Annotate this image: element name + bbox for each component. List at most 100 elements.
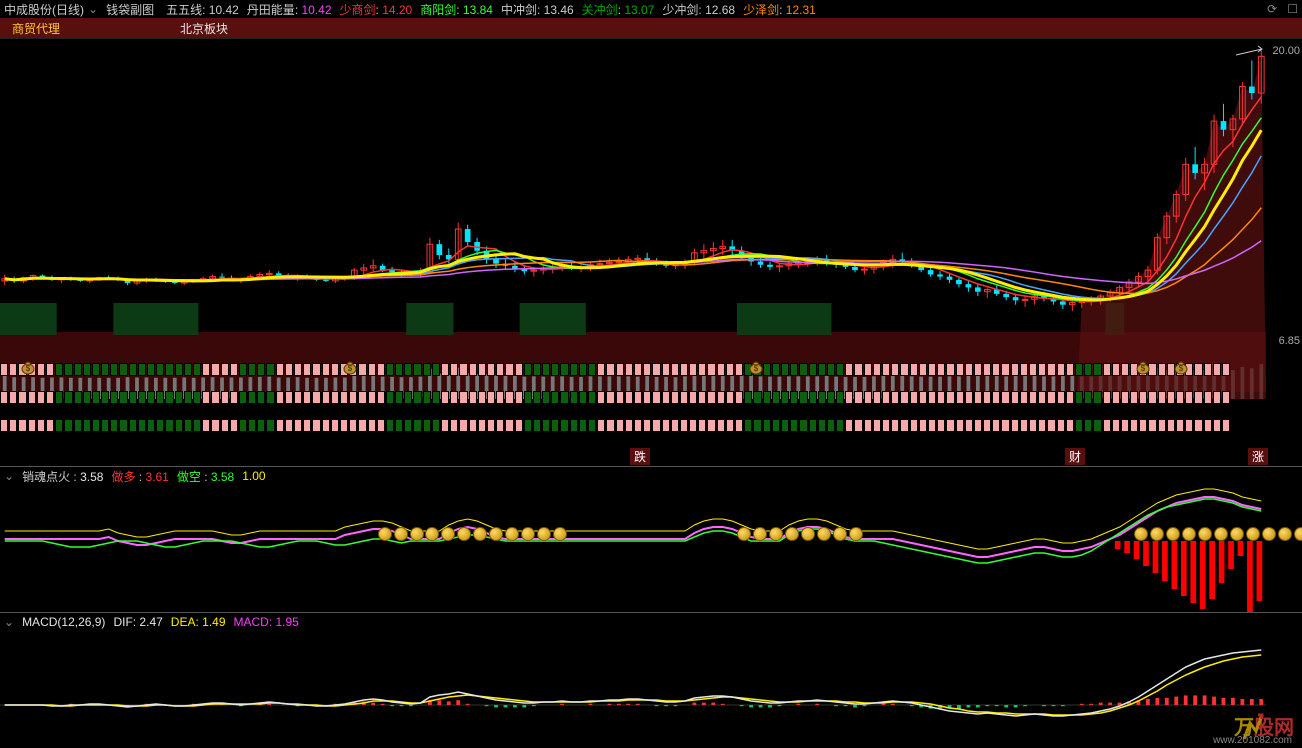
signal-cell [1148,419,1156,432]
signal-cell [965,419,973,432]
signal-cell [248,419,256,432]
signal-cell [864,419,872,432]
signal-cell [717,419,725,432]
signal-cell [239,419,247,432]
coin-cluster-icon [378,527,424,541]
dropdown-icon[interactable]: ⌄ [4,469,14,483]
category-1[interactable]: 商贸代理 [12,20,60,37]
signal-cell [266,419,274,432]
signal-cell [854,419,862,432]
signal-cell [496,419,504,432]
signal-cell [230,419,238,432]
dropdown-icon[interactable]: ⌄ [88,2,98,16]
signal-cell [138,419,146,432]
signal-cell [9,419,17,432]
signal-cell [349,419,357,432]
money-bag-icon: $ [20,357,36,375]
signal-cell [891,419,899,432]
signal-cell [588,419,596,432]
macd-ind: DIF: 2.47 [113,615,162,629]
price-high: 20.00 [1272,45,1300,57]
signal-cell [368,419,376,432]
signal-cell [671,419,679,432]
signal-cell [423,419,431,432]
signal-cell [404,419,412,432]
signal-cell [156,419,164,432]
signal-cell [809,419,817,432]
signal-cell [1103,419,1111,432]
sub1-svg [0,485,1266,613]
signal-cell [790,419,798,432]
signal-cell [386,419,394,432]
settings-icon[interactable]: ⟳ [1267,2,1277,16]
signal-cell [1204,419,1212,432]
signal-cell [956,419,964,432]
sub1-header: ⌄ 销魂点火 : 3.58做多 : 3.61做空 : 3.581.00 [0,467,1302,485]
svg-text:$: $ [26,364,31,373]
signal-cell [129,419,137,432]
signal-cell [119,419,127,432]
signal-cell [560,419,568,432]
signal-cell [1001,419,1009,432]
signal-cell [505,419,513,432]
signal-cell [597,419,605,432]
signal-cell [18,419,26,432]
svg-text:$: $ [1141,364,1146,373]
signal-matrix [0,362,1230,448]
sub1-ind: 做空 : 3.58 [177,468,234,485]
svg-text:$: $ [1179,364,1184,373]
signal-cell [652,419,660,432]
signal-cell [74,419,82,432]
signal-cell [303,419,311,432]
signal-cell [1084,419,1092,432]
signal-cell [1158,419,1166,432]
signal-cell [707,419,715,432]
signal-cell [818,419,826,432]
signal-cell [358,419,366,432]
sub1-ind: 销魂点火 : 3.58 [22,468,103,485]
coin-cluster-icon [1134,527,1302,541]
indicator-五五线: 五五线: 10.42 [166,1,239,18]
indicator-少冲剑: 少冲剑: 12.68 [662,1,735,18]
signal-cell [294,419,302,432]
timeline-label: 财 [1065,448,1085,465]
sub-indicator-1[interactable]: ⌄ 销魂点火 : 3.58做多 : 3.61做空 : 3.581.00 [0,466,1302,612]
signal-cell [1047,419,1055,432]
signal-cell [1057,419,1065,432]
close-icon[interactable]: ☐ [1287,2,1298,16]
main-chart[interactable]: $ $ $ $ $ 20.00 6.85 [0,38,1302,448]
signal-cell [83,419,91,432]
signal-cell [147,419,155,432]
signal-cell [1066,419,1074,432]
signal-cell [175,419,183,432]
money-bag-icon: $ [1173,357,1189,375]
category-band: 商贸代理 北京板块 [0,18,1302,38]
money-bag-icon: $ [748,357,764,375]
signal-cell [92,419,100,432]
indicator-中冲剑: 中冲剑: 13.46 [501,1,574,18]
signal-cell [680,419,688,432]
signal-cell [689,419,697,432]
signal-cell [845,419,853,432]
stock-name[interactable]: 中成股份(日线) [4,1,84,18]
macd-panel[interactable]: ⌄ MACD(12,26,9)DIF: 2.47DEA: 1.49MACD: 1… [0,612,1302,742]
y-axis: 20.00 6.85 [1266,39,1302,448]
signal-cell [487,419,495,432]
dropdown-icon[interactable]: ⌄ [4,615,14,629]
signal-cell [165,419,173,432]
subtitle: 钱袋副图 [106,1,154,18]
signal-cell [312,419,320,432]
signal-cell [643,419,651,432]
signal-cell [1194,419,1202,432]
timeline-labels: 跌财涨 [0,448,1302,466]
signal-cell [322,419,330,432]
signal-cell [882,419,890,432]
signal-cell [450,419,458,432]
signal-cell [662,419,670,432]
category-2[interactable]: 北京板块 [180,20,228,37]
macd-header: ⌄ MACD(12,26,9)DIF: 2.47DEA: 1.49MACD: 1… [0,613,1302,631]
signal-cell [910,419,918,432]
signal-cell [469,419,477,432]
signal-cell [432,419,440,432]
svg-text:$: $ [347,364,352,373]
